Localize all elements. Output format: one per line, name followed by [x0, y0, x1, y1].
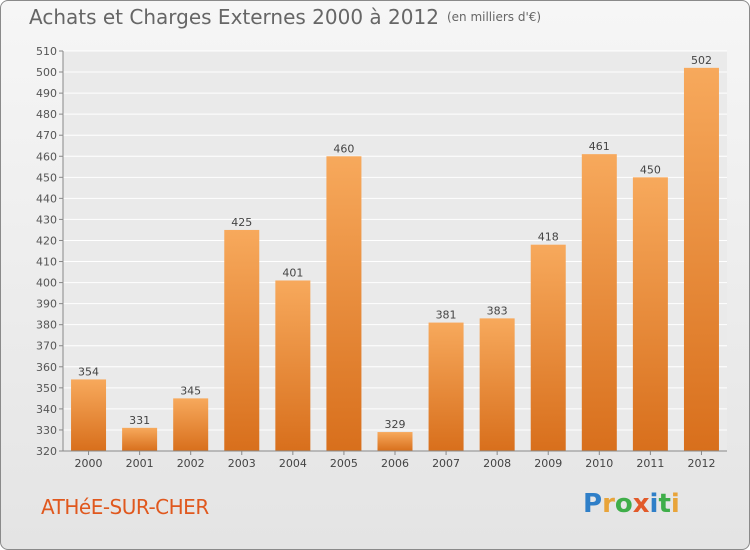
logo-letter: P	[583, 489, 603, 519]
x-tick-label: 2012	[687, 457, 715, 470]
y-tick-label: 420	[36, 234, 57, 247]
plot-area	[63, 51, 727, 451]
y-tick-label: 400	[36, 277, 57, 290]
bar-2007	[428, 322, 464, 451]
bar-2011	[632, 177, 668, 451]
y-tick-label: 330	[36, 424, 57, 437]
bar-2008	[479, 318, 515, 451]
logo-letter: o	[614, 489, 633, 519]
x-tick-label: 2000	[75, 457, 103, 470]
y-tick-label: 480	[36, 108, 57, 121]
logo-letter: r	[602, 489, 615, 519]
x-tick-label: 2009	[534, 457, 562, 470]
data-label: 450	[640, 163, 661, 176]
y-tick-label: 510	[36, 45, 57, 58]
bar-2001	[122, 427, 158, 451]
data-label: 329	[385, 418, 406, 431]
logo-letter: i	[649, 489, 659, 519]
y-tick-label: 450	[36, 171, 57, 184]
y-tick-label: 430	[36, 213, 57, 226]
y-tick-label: 500	[36, 66, 57, 79]
bars: 354 331 345 425 401 460 329 381 383 418 461 450 502	[71, 54, 719, 451]
x-tick-label: 2002	[177, 457, 205, 470]
bar-2012	[683, 67, 719, 451]
logo-letter: i	[670, 489, 680, 519]
data-label: 383	[487, 304, 508, 317]
chart-unit: (en milliers d'€)	[446, 10, 542, 24]
data-label: 418	[538, 231, 559, 244]
x-tick-label: 2001	[126, 457, 154, 470]
data-label: 345	[180, 384, 201, 397]
y-tick-label: 360	[36, 361, 57, 374]
logo-letter: x	[632, 489, 650, 519]
y-tick-label: 470	[36, 129, 57, 142]
bar-2010	[581, 154, 617, 451]
y-tick-label: 410	[36, 256, 57, 269]
x-tick-label: 2005	[330, 457, 358, 470]
chart-title-text: Achats et Charges Externes 2000 à 2012	[29, 5, 439, 29]
x-tick-label: 2004	[279, 457, 307, 470]
proxiti-logo: Proxiti	[583, 489, 680, 519]
x-tick-label: 2008	[483, 457, 511, 470]
x-tick-label: 2006	[381, 457, 409, 470]
data-label: 381	[436, 309, 457, 322]
data-label: 461	[589, 140, 610, 153]
data-label: 460	[333, 142, 354, 155]
x-tick-label: 2010	[585, 457, 613, 470]
y-tick-label: 370	[36, 340, 57, 353]
data-label: 331	[129, 414, 150, 427]
chart-title: Achats et Charges Externes 2000 à 2012 (e…	[29, 5, 541, 29]
bar-2004	[275, 280, 311, 451]
bar-2003	[224, 229, 260, 451]
logo-letter: t	[658, 489, 671, 519]
x-tick-label: 2003	[228, 457, 256, 470]
y-tick-label: 340	[36, 403, 57, 416]
bar-2002	[173, 398, 209, 451]
x-tick-label: 2007	[432, 457, 460, 470]
y-tick-label: 440	[36, 192, 57, 205]
axes: 320 330 340 350 360 370 380 390 400 410 420 430 440 4…	[36, 45, 727, 470]
bar-2000	[71, 379, 107, 451]
data-label: 425	[231, 216, 252, 229]
data-label: 401	[282, 266, 303, 279]
x-tick-label: 2011	[636, 457, 664, 470]
bar-2005	[326, 156, 362, 451]
y-tick-label: 390	[36, 298, 57, 311]
data-label: 354	[78, 365, 99, 378]
data-label: 502	[691, 54, 712, 67]
y-tick-label: 380	[36, 319, 57, 332]
y-tick-label: 350	[36, 382, 57, 395]
place-name: ATHéE-SUR-CHER	[41, 495, 209, 519]
bar-2009	[530, 244, 566, 451]
y-tick-label: 460	[36, 150, 57, 163]
y-tick-label: 320	[36, 445, 57, 458]
y-tick-label: 490	[36, 87, 57, 100]
bar-2006	[377, 432, 413, 451]
